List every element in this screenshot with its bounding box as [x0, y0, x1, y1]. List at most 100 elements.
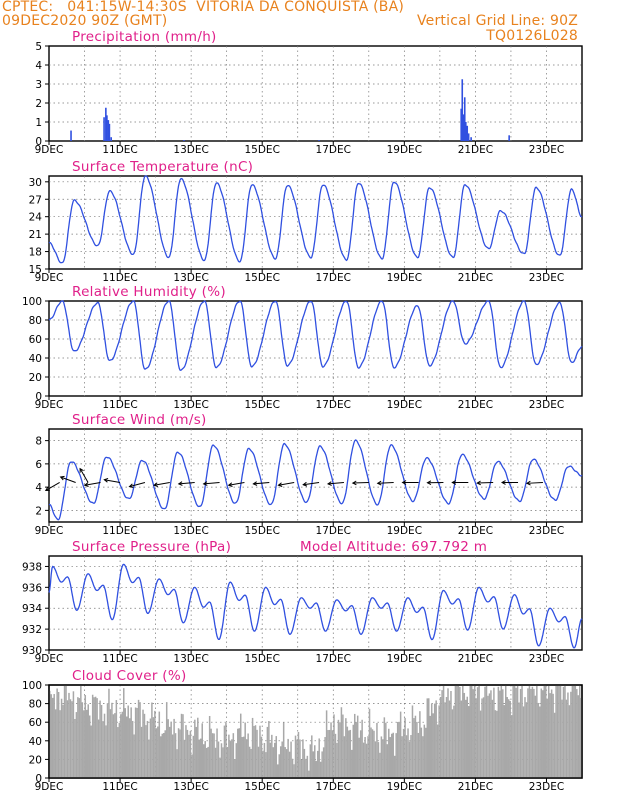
cloud-cover-bar	[154, 710, 156, 778]
cloud-cover-bar	[194, 719, 196, 778]
wind-vector	[60, 476, 76, 483]
cloud-cover-bar	[496, 710, 498, 778]
cloud-cover-bar	[142, 709, 144, 778]
cloud-cover-bar	[182, 714, 184, 778]
cloud-cover-bar	[527, 688, 529, 778]
cloud-cover-bar	[278, 754, 280, 778]
cloud-cover-bar	[576, 689, 578, 778]
wind-vector-head	[128, 483, 134, 489]
cloud-cover-bar	[162, 733, 165, 778]
panel-1-ytick-label: 18	[29, 247, 42, 259]
panel-5-xtick-label: 19DEC	[387, 781, 422, 793]
cloud-cover-bar	[542, 690, 544, 778]
panel-4-ytick-label: 936	[22, 582, 42, 594]
cloud-cover-bar	[271, 734, 273, 778]
cloud-cover-bar	[191, 754, 193, 778]
wind-vector-head	[79, 467, 84, 473]
cloud-cover-bar	[398, 721, 400, 778]
cloud-cover-bar	[349, 729, 352, 778]
cloud-cover-bar	[552, 693, 554, 778]
cloud-cover-bar	[321, 751, 323, 778]
wind-vector-head	[351, 480, 357, 486]
wind-vector	[129, 481, 146, 488]
cloud-cover-bar	[284, 747, 286, 778]
cloud-cover-bar	[481, 698, 483, 778]
cloud-cover-bar	[525, 702, 528, 778]
panel-1-ytick-label: 21	[29, 229, 42, 241]
panel-3-ytick-label: 4	[35, 482, 42, 494]
cloud-cover-bar	[460, 700, 463, 778]
cloud-cover-bar	[362, 742, 365, 778]
wind-vector	[477, 481, 494, 484]
cloud-cover-bar	[106, 703, 109, 778]
wind-vector-head	[44, 486, 50, 491]
panel-0-title: Precipitation (mm/h)	[72, 29, 217, 45]
cloud-cover-bar	[161, 733, 164, 778]
cloud-cover-bar	[128, 718, 131, 778]
cloud-cover-bar	[136, 707, 138, 778]
cloud-cover-bar	[488, 693, 491, 778]
cloud-cover-bar	[441, 690, 443, 778]
cloud-cover-bar	[50, 694, 52, 778]
cloud-cover-bar	[165, 702, 168, 778]
panel-5-ytick-label: 80	[29, 699, 42, 711]
wind-vector	[84, 481, 101, 486]
wind-vector	[203, 481, 220, 485]
panel-1-xtick-label: 11DEC	[102, 272, 137, 284]
cloud-cover-bar	[65, 685, 67, 778]
cloud-cover-bar	[417, 732, 420, 778]
cloud-cover-bar	[518, 702, 520, 778]
cloud-cover-bar	[429, 715, 431, 778]
cloud-cover-bar	[56, 688, 58, 778]
cloud-cover-bar	[439, 697, 442, 778]
cloud-cover-bar	[145, 725, 147, 778]
cloud-cover-bar	[567, 692, 569, 778]
panel-5-ytick-label: 60	[29, 717, 42, 729]
cloud-cover-bar	[242, 736, 245, 778]
wind-vector	[228, 481, 245, 486]
cloud-cover-bar	[373, 730, 375, 778]
panel-2-xtick-label: 11DEC	[102, 399, 137, 411]
wind-vector	[278, 481, 295, 486]
cloud-cover-bar	[359, 730, 362, 778]
cloud-cover-bar	[519, 689, 522, 778]
cloud-cover-bar	[133, 734, 135, 778]
cloud-cover-bar	[510, 715, 513, 778]
cloud-cover-bar	[195, 726, 198, 778]
cloud-cover-bar	[180, 713, 183, 778]
cloud-cover-bar	[189, 730, 192, 778]
cloud-cover-bar	[245, 739, 248, 778]
wind-vector-head	[525, 480, 531, 486]
cloud-cover-bar	[524, 697, 526, 778]
cloud-cover-bar	[220, 743, 223, 778]
cloud-cover-bar	[80, 685, 82, 778]
cloud-cover-bar	[370, 727, 372, 778]
cloud-cover-bar	[503, 705, 506, 778]
cloud-cover-bar	[274, 742, 276, 778]
panel-1-ytick-label: 30	[29, 177, 42, 189]
cloud-cover-bar	[121, 711, 124, 778]
cloud-cover-bar	[69, 699, 72, 778]
cloud-cover-bar	[325, 710, 328, 778]
cloud-cover-bar	[216, 728, 218, 778]
panel-0-xtick-label: 17DEC	[316, 144, 351, 156]
cloud-cover-bar	[302, 739, 304, 778]
cloud-cover-bar	[444, 702, 446, 778]
cloud-cover-bar	[334, 733, 337, 778]
precipitation-bar	[463, 97, 466, 141]
cloud-cover-bar	[469, 685, 471, 778]
cloud-cover-bar	[379, 752, 381, 778]
cloud-cover-bar	[93, 697, 95, 778]
cloud-cover-bar	[291, 758, 294, 778]
cloud-cover-bar	[197, 717, 199, 778]
panel-4-series-line	[48, 563, 583, 649]
precipitation-bar	[462, 114, 465, 141]
cloud-cover-bar	[57, 692, 60, 778]
cloud-cover-bar	[435, 700, 437, 778]
cloud-cover-bar	[259, 725, 261, 778]
cloud-cover-bar	[442, 685, 445, 778]
cloud-cover-bar	[438, 705, 440, 778]
cloud-cover-bar	[254, 725, 257, 778]
cloud-cover-bar	[148, 739, 150, 778]
